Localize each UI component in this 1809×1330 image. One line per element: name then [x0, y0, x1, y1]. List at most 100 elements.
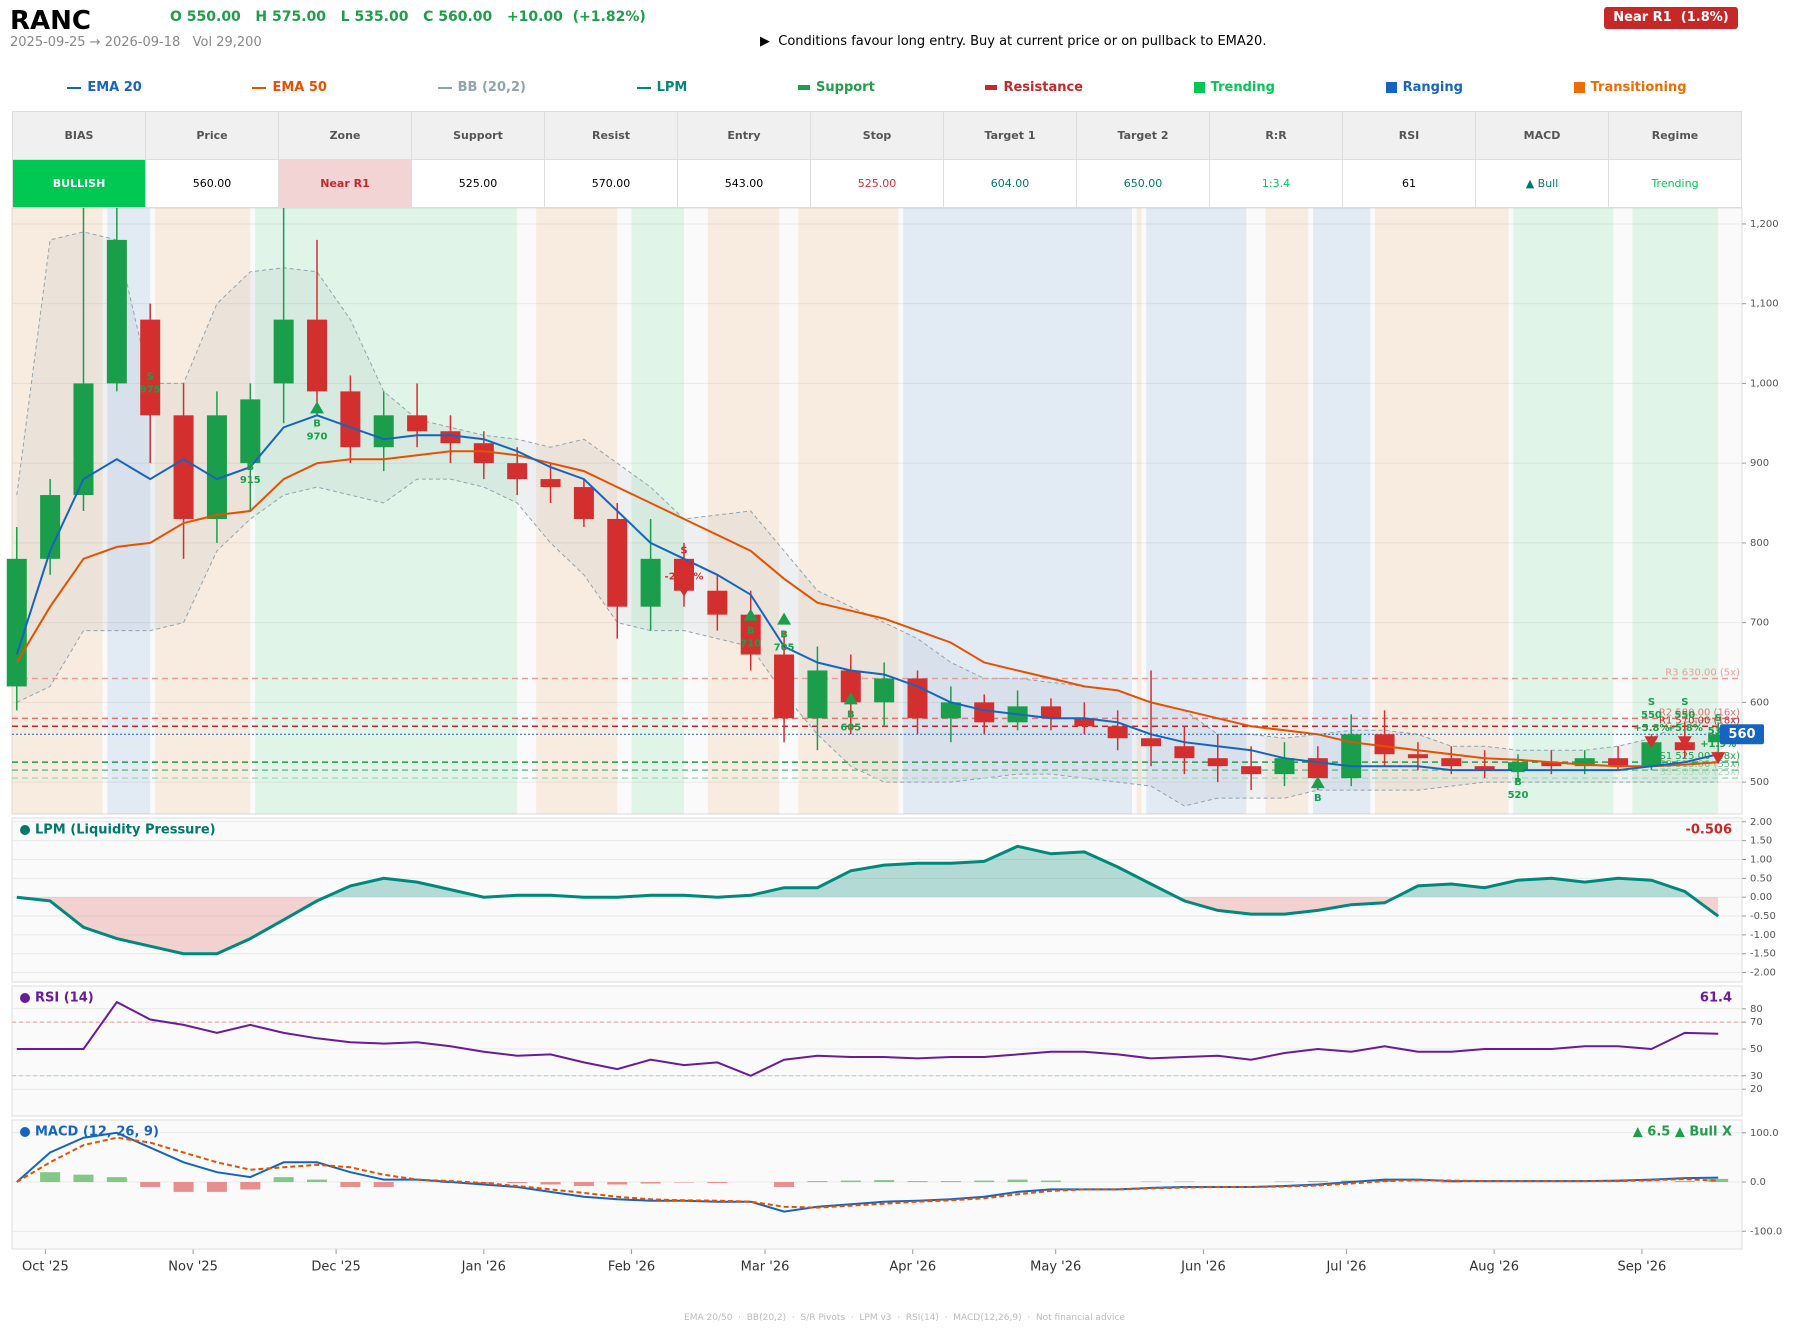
- regime-band: [1632, 208, 1719, 814]
- y-tick-label: 500: [1750, 777, 1769, 788]
- rsi-line: [16, 1000, 1719, 1077]
- y-tick-label: 50: [1750, 1044, 1763, 1055]
- signal-marker: [843, 692, 858, 705]
- histogram-bar: [40, 1172, 61, 1183]
- table-header: R:R: [1209, 111, 1343, 160]
- signal-marker: [1310, 776, 1325, 789]
- histogram-bar: [307, 1179, 328, 1183]
- signal-label: -23.7%: [665, 572, 704, 583]
- histogram-bar: [273, 1177, 294, 1183]
- table-cell: BULLISH: [12, 159, 146, 208]
- legend: EMA 20 EMA 50 BB (20,2) LPM Support Resistanc…: [12, 80, 1742, 95]
- histogram-bar: [774, 1182, 795, 1187]
- signal-marker: [676, 584, 691, 597]
- candle-body: [573, 487, 594, 519]
- signal-label: 530: [1708, 726, 1729, 737]
- regime-band: [1136, 208, 1142, 814]
- signal-label: 740: [674, 559, 695, 570]
- macd-line: [16, 1136, 1719, 1209]
- x-tick-label: May '26: [1030, 1260, 1081, 1275]
- x-tick-label: Sep '26: [1618, 1260, 1667, 1275]
- signal-label: S: [1648, 697, 1655, 708]
- legend-item: Ranging: [1385, 80, 1463, 95]
- table-header: BIAS: [12, 111, 146, 160]
- y-tick-label: 20: [1750, 1084, 1763, 1095]
- candle-body: [140, 319, 161, 416]
- legend-symbol: [1573, 82, 1585, 93]
- level-label: S2 515.00 (35x): [1659, 759, 1740, 770]
- signal-label: 605: [840, 722, 861, 733]
- legend-item: Support: [798, 80, 875, 95]
- signal-label: 630: [807, 702, 828, 713]
- price-badge-label: 560: [1728, 727, 1755, 742]
- panel-background: [11, 817, 1743, 983]
- bb-fill: [16, 231, 1719, 806]
- histogram-bar: [974, 1180, 995, 1183]
- legend-item: EMA 20: [67, 80, 142, 95]
- candle-body: [774, 654, 795, 719]
- signal-label: B: [313, 418, 321, 429]
- signal-label: +5.8%: [1633, 723, 1669, 734]
- y-tick-label: 0.50: [1750, 873, 1772, 884]
- legend-label: LPM: [656, 80, 688, 95]
- y-tick-label: 100.0: [1750, 1128, 1779, 1139]
- ticker: RANC: [10, 6, 91, 36]
- candle-body: [874, 678, 895, 703]
- histogram-bar: [106, 1177, 127, 1183]
- table-header: Entry: [677, 111, 811, 160]
- candle-body: [1708, 734, 1729, 743]
- candle-body: [1074, 718, 1095, 727]
- legend-symbol: [437, 86, 452, 89]
- candle-body: [540, 479, 561, 488]
- candle-body: [1574, 758, 1595, 767]
- table-cell: 560.00: [145, 159, 279, 208]
- legend-symbol: [798, 85, 811, 90]
- histogram-bar: [840, 1180, 861, 1183]
- table-cell: 525.00: [810, 159, 944, 208]
- histogram-bar: [1674, 1181, 1695, 1183]
- panel-value: ▲ 6.5 ▲ Bull X: [1633, 1125, 1732, 1140]
- lpm-line: [16, 844, 1720, 956]
- signal-label: B: [246, 462, 254, 473]
- histogram-bar: [640, 1182, 661, 1184]
- candle-body: [1274, 758, 1295, 775]
- legend-symbol: [636, 86, 651, 89]
- candle-body: [607, 518, 628, 607]
- title-dot: [20, 825, 30, 835]
- signal-label: 975: [140, 384, 161, 395]
- candle-body: [707, 590, 728, 615]
- table-header: Target 1: [943, 111, 1077, 160]
- table-cell: ▲ Bull: [1475, 159, 1609, 208]
- y-tick-label: 700: [1750, 618, 1769, 629]
- signal-label: B: [1514, 777, 1522, 788]
- histogram-bar: [206, 1182, 227, 1192]
- panel-title: LPM (Liquidity Pressure): [35, 823, 216, 838]
- ohlc: O 550.00 H 575.00 L 535.00 C 560.00 +10.…: [170, 9, 646, 25]
- legend-item: EMA 50: [252, 80, 327, 95]
- level-label: S3 505.00 (25x): [1659, 767, 1740, 778]
- panel-background: [11, 1119, 1743, 1250]
- y-tick-label: 1,000: [1750, 378, 1779, 389]
- panel-title: MACD (12, 26, 9): [35, 1125, 159, 1140]
- histogram-bar: [140, 1182, 161, 1187]
- histogram-bar: [807, 1181, 828, 1183]
- legend-symbol: [252, 86, 267, 89]
- panel-background: [11, 985, 1743, 1117]
- zone-badge: Near R1 (1.8%): [1604, 7, 1738, 29]
- legend-item: BB (20,2): [437, 80, 526, 95]
- candle-body: [1241, 766, 1262, 775]
- candle-body: [106, 239, 127, 384]
- table-cell: 1:3.4: [1209, 159, 1343, 208]
- candle-body: [206, 415, 227, 519]
- y-tick-label: 2.00: [1750, 817, 1772, 828]
- level-label: R3 630.00 (5x): [1665, 667, 1740, 678]
- regime-band: [1513, 208, 1614, 814]
- signal-marker: [243, 445, 258, 458]
- candle-body: [1174, 746, 1195, 759]
- signal-label: +1.9%: [1700, 739, 1736, 750]
- signal-text: ▶ Conditions favour long entry. Buy at c…: [760, 34, 1267, 49]
- candle-body: [840, 670, 861, 703]
- histogram-bar: [73, 1174, 94, 1183]
- table-header: Regime: [1608, 111, 1742, 160]
